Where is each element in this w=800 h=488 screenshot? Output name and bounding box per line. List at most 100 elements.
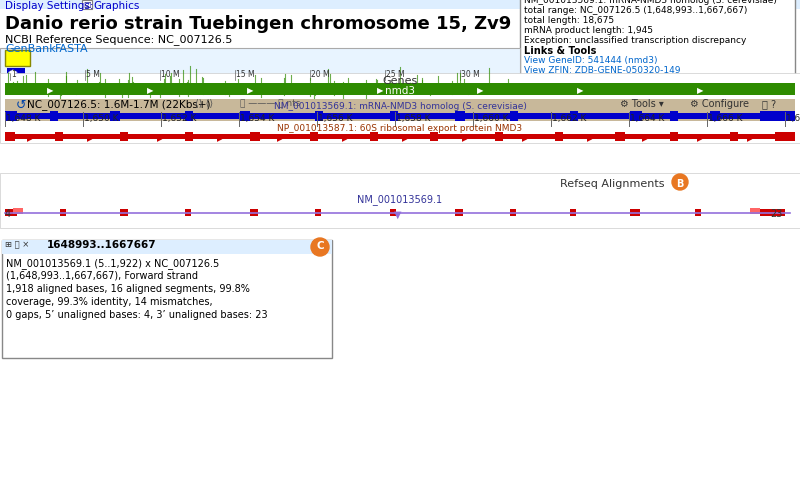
Text: View GeneID: 541444 (nmd3): View GeneID: 541444 (nmd3) bbox=[524, 56, 658, 65]
Text: Display Settings:: Display Settings: bbox=[5, 1, 94, 11]
Text: ▶: ▶ bbox=[522, 136, 528, 142]
FancyBboxPatch shape bbox=[5, 133, 15, 142]
Text: Links & Tools: Links & Tools bbox=[524, 46, 596, 56]
Text: B: B bbox=[676, 179, 683, 189]
Text: Graphics: Graphics bbox=[93, 1, 139, 11]
Text: 1,654 K: 1,654 K bbox=[240, 114, 274, 123]
FancyBboxPatch shape bbox=[120, 133, 128, 142]
Text: 20 M: 20 M bbox=[311, 70, 330, 79]
FancyBboxPatch shape bbox=[310, 133, 318, 142]
Text: 10 M: 10 M bbox=[161, 70, 180, 79]
Text: NM_001013569.1 (5..1,922) x NC_007126.5: NM_001013569.1 (5..1,922) x NC_007126.5 bbox=[6, 258, 219, 268]
Text: C: C bbox=[317, 241, 324, 250]
Text: ▶: ▶ bbox=[46, 86, 54, 95]
FancyBboxPatch shape bbox=[430, 133, 438, 142]
Text: ▶: ▶ bbox=[246, 86, 254, 95]
FancyBboxPatch shape bbox=[185, 112, 193, 122]
Text: Exception: unclassified transcription discrepancy: Exception: unclassified transcription di… bbox=[524, 36, 746, 45]
FancyBboxPatch shape bbox=[0, 97, 800, 111]
Text: 1,662 K: 1,662 K bbox=[552, 114, 586, 123]
FancyBboxPatch shape bbox=[750, 208, 760, 215]
Text: coverage, 99.3% identity, 14 mismatches,: coverage, 99.3% identity, 14 mismatches, bbox=[6, 296, 213, 306]
Text: 4: 4 bbox=[5, 208, 11, 219]
FancyBboxPatch shape bbox=[0, 49, 520, 104]
Text: ▶: ▶ bbox=[27, 136, 33, 142]
Text: total range: NC_007126.5 (1,648,993..1,667,667): total range: NC_007126.5 (1,648,993..1,6… bbox=[524, 6, 747, 15]
Text: 🔄 ?: 🔄 ? bbox=[762, 99, 776, 109]
Text: 5 M: 5 M bbox=[86, 70, 100, 79]
Text: ⊞ 🔍 ×: ⊞ 🔍 × bbox=[5, 240, 30, 248]
Text: 1648993..1667667: 1648993..1667667 bbox=[47, 240, 157, 249]
FancyBboxPatch shape bbox=[5, 112, 17, 122]
FancyBboxPatch shape bbox=[250, 209, 258, 217]
Text: 1,658 K: 1,658 K bbox=[396, 114, 430, 123]
FancyBboxPatch shape bbox=[3, 99, 13, 109]
Text: FASTA: FASTA bbox=[55, 44, 89, 54]
FancyBboxPatch shape bbox=[5, 209, 17, 217]
Text: mRNA product length: 1,945: mRNA product length: 1,945 bbox=[524, 26, 653, 35]
Text: ▶: ▶ bbox=[158, 136, 162, 142]
FancyBboxPatch shape bbox=[5, 114, 795, 120]
Text: ▶: ▶ bbox=[342, 136, 348, 142]
FancyBboxPatch shape bbox=[455, 209, 463, 217]
Circle shape bbox=[672, 175, 688, 191]
FancyBboxPatch shape bbox=[5, 84, 795, 96]
FancyBboxPatch shape bbox=[570, 209, 576, 217]
FancyBboxPatch shape bbox=[695, 209, 701, 217]
Text: ↺: ↺ bbox=[16, 99, 26, 112]
FancyBboxPatch shape bbox=[670, 133, 678, 142]
FancyBboxPatch shape bbox=[760, 112, 795, 122]
FancyBboxPatch shape bbox=[555, 133, 563, 142]
Text: Danio rerio strain Tuebingen chromosome 15, Zv9: Danio rerio strain Tuebingen chromosome … bbox=[5, 15, 511, 33]
FancyBboxPatch shape bbox=[2, 241, 332, 254]
Text: ▶: ▶ bbox=[587, 136, 593, 142]
Text: 1: 1 bbox=[11, 70, 16, 79]
FancyBboxPatch shape bbox=[0, 0, 800, 10]
FancyBboxPatch shape bbox=[730, 133, 738, 142]
Text: ▶: ▶ bbox=[377, 86, 383, 95]
FancyBboxPatch shape bbox=[0, 74, 800, 143]
FancyBboxPatch shape bbox=[50, 112, 58, 122]
FancyBboxPatch shape bbox=[760, 209, 785, 217]
FancyBboxPatch shape bbox=[510, 209, 516, 217]
FancyBboxPatch shape bbox=[670, 112, 678, 122]
Text: ▶: ▶ bbox=[218, 136, 222, 142]
FancyBboxPatch shape bbox=[390, 209, 396, 217]
Text: NP_001013587.1: 60S ribosomal export protein NMD3: NP_001013587.1: 60S ribosomal export pro… bbox=[278, 124, 522, 133]
Text: 1,648 K: 1,648 K bbox=[6, 114, 40, 123]
Text: 23: 23 bbox=[770, 208, 782, 219]
Text: 1,656 K: 1,656 K bbox=[318, 114, 353, 123]
FancyBboxPatch shape bbox=[185, 209, 191, 217]
Text: 30 M: 30 M bbox=[461, 70, 480, 79]
FancyBboxPatch shape bbox=[60, 209, 66, 217]
Text: ◀▶: ◀▶ bbox=[8, 69, 18, 75]
Text: 🔍 ——— 🔍 nts: 🔍 ——— 🔍 nts bbox=[240, 99, 300, 108]
FancyBboxPatch shape bbox=[240, 112, 250, 122]
FancyBboxPatch shape bbox=[455, 112, 465, 122]
FancyBboxPatch shape bbox=[630, 209, 640, 217]
FancyBboxPatch shape bbox=[5, 100, 795, 122]
FancyBboxPatch shape bbox=[5, 51, 30, 67]
Text: 1,666 K: 1,666 K bbox=[708, 114, 742, 123]
FancyBboxPatch shape bbox=[315, 112, 323, 122]
FancyBboxPatch shape bbox=[315, 209, 321, 217]
Text: ▶: ▶ bbox=[697, 86, 703, 95]
FancyBboxPatch shape bbox=[570, 112, 578, 122]
Text: Genes: Genes bbox=[382, 76, 418, 86]
FancyBboxPatch shape bbox=[13, 208, 23, 215]
Text: ⟨⟩ ⟨⟩: ⟨⟩ ⟨⟩ bbox=[195, 99, 213, 109]
Circle shape bbox=[311, 239, 329, 257]
Text: NM_001013569.1: NM_001013569.1 bbox=[358, 194, 442, 204]
FancyBboxPatch shape bbox=[775, 133, 795, 142]
Text: ▶: ▶ bbox=[402, 136, 408, 142]
FancyBboxPatch shape bbox=[55, 133, 63, 142]
Text: (1,648,993..1,667,667), Forward strand: (1,648,993..1,667,667), Forward strand bbox=[6, 270, 198, 281]
FancyBboxPatch shape bbox=[495, 133, 503, 142]
FancyBboxPatch shape bbox=[7, 69, 25, 79]
Text: total length: 18,675: total length: 18,675 bbox=[524, 16, 614, 25]
Text: NCBI Reference Sequence: NC_007126.5: NCBI Reference Sequence: NC_007126.5 bbox=[5, 34, 232, 45]
FancyBboxPatch shape bbox=[520, 0, 795, 99]
FancyBboxPatch shape bbox=[510, 112, 518, 122]
Text: 1,668 K: 1,668 K bbox=[786, 114, 800, 123]
FancyBboxPatch shape bbox=[185, 133, 193, 142]
